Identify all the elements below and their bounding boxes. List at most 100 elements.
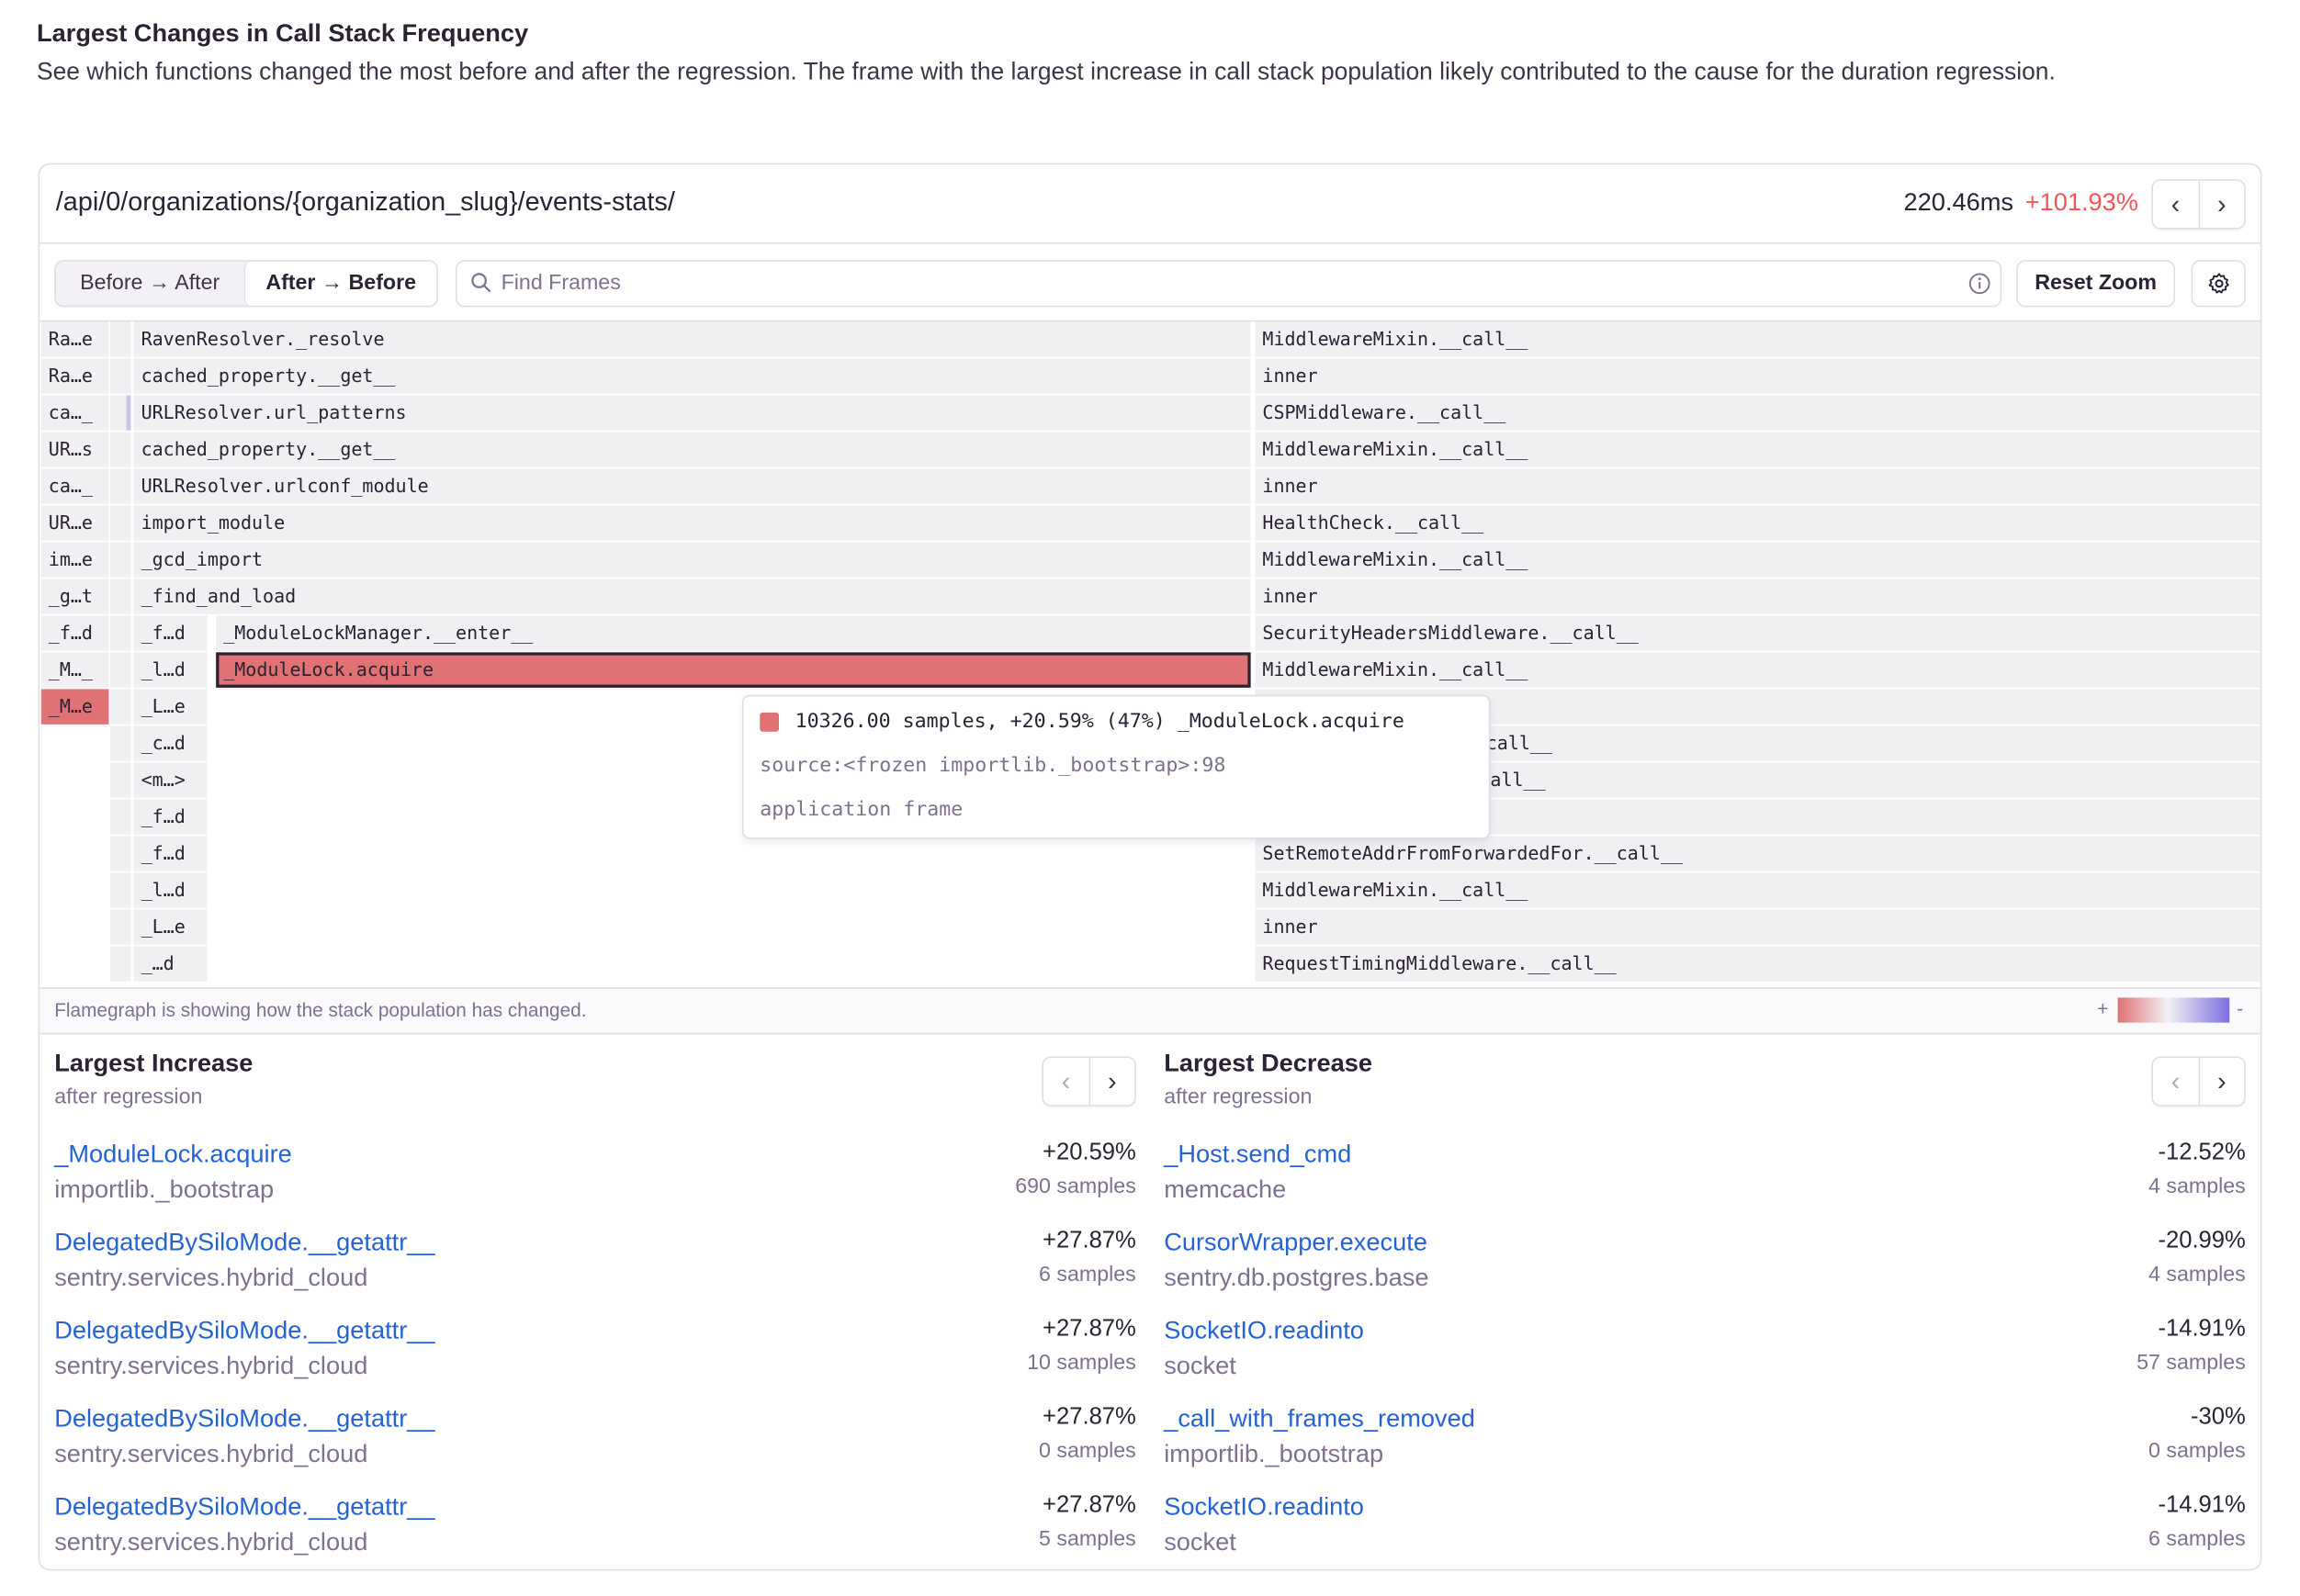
flamegraph[interactable]: Ra…e RavenResolver._resolve MiddlewareMixi… — [39, 321, 2261, 985]
flame-frame[interactable]: RequestTimingMiddleware.__call__ — [1255, 946, 2261, 982]
function-link[interactable]: SocketIO.readinto — [1164, 1492, 1364, 1521]
flame-frame[interactable]: SetRemoteAddrFromForwardedFor.__call__ — [1255, 836, 2261, 871]
function-link[interactable]: SocketIO.readinto — [1164, 1316, 1364, 1344]
flame-frame-selected[interactable]: _ModuleLock.acquire — [216, 652, 1251, 688]
settings-button[interactable] — [2191, 260, 2246, 308]
flame-frame[interactable]: RavenResolver._resolve — [133, 321, 1251, 357]
flame-frame[interactable]: _M…_ — [40, 652, 109, 688]
function-link[interactable]: DelegatedBySiloMode.__getattr__ — [54, 1404, 435, 1433]
flame-frame[interactable]: MiddlewareMixin.__call__ — [1255, 872, 2261, 908]
flame-frame[interactable]: MiddlewareMixin.__call__ — [1255, 321, 2261, 357]
panel-header: /api/0/organizations/{organization_slug}… — [39, 164, 2261, 244]
function-module: sentry.services.hybrid_cloud — [54, 1440, 368, 1468]
flame-frame[interactable]: UR…s — [40, 432, 109, 467]
flame-frame[interactable]: import_module — [133, 505, 1251, 541]
reset-zoom-button[interactable]: Reset Zoom — [2016, 260, 2175, 308]
flame-frame[interactable]: inner — [1255, 358, 2261, 394]
chevron-right-icon[interactable]: › — [2197, 1058, 2244, 1106]
info-icon[interactable] — [1967, 272, 1991, 296]
chevron-left-icon[interactable]: ‹ — [1061, 1065, 1071, 1096]
flame-frame[interactable] — [110, 321, 131, 357]
flame-frame[interactable]: _l…d — [133, 652, 208, 688]
flame-frame[interactable]: _…d — [133, 946, 208, 982]
flame-frame[interactable] — [110, 652, 131, 688]
flame-frame[interactable]: SecurityHeadersMiddleware.__call__ — [1255, 615, 2261, 651]
flame-frame[interactable]: MiddlewareMixin.__call__ — [1255, 542, 2261, 578]
flame-frame[interactable] — [110, 762, 131, 798]
function-link[interactable]: _Host.send_cmd — [1164, 1140, 1352, 1168]
flame-frame[interactable]: <m…> — [133, 762, 208, 798]
flame-frame[interactable]: _f…d — [40, 615, 109, 651]
flame-frame[interactable]: MiddlewareMixin.__call__ — [1255, 432, 2261, 467]
function-link[interactable]: CursorWrapper.execute — [1164, 1228, 1427, 1256]
flame-frame[interactable] — [110, 615, 131, 651]
percent-change: +27.87% — [1043, 1228, 1136, 1253]
flame-frame[interactable]: cached_property.__get__ — [133, 432, 1251, 467]
flame-frame[interactable]: _f…d — [133, 615, 208, 651]
flame-frame[interactable]: URLResolver.urlconf_module — [133, 468, 1251, 504]
function-module: importlib._bootstrap — [1164, 1440, 1384, 1468]
function-link[interactable]: DelegatedBySiloMode.__getattr__ — [54, 1228, 435, 1256]
flame-frame[interactable]: cached_property.__get__ — [133, 358, 1251, 394]
flame-frame[interactable] — [110, 505, 131, 541]
function-link[interactable]: DelegatedBySiloMode.__getattr__ — [54, 1316, 435, 1344]
flame-frame[interactable]: ca…_ — [40, 468, 109, 504]
function-module: sentry.services.hybrid_cloud — [54, 1352, 368, 1380]
after-before-option[interactable]: After → Before — [243, 261, 437, 306]
flame-frame[interactable]: URLResolver.url_patterns — [133, 395, 1251, 431]
flame-frame[interactable]: _g…t — [40, 579, 109, 614]
before-after-option[interactable]: Before → After — [80, 272, 220, 296]
flame-frame[interactable]: inner — [1255, 909, 2261, 945]
duration-change: +101.93% — [2024, 187, 2138, 217]
sample-count: 0 samples — [2148, 1440, 2246, 1464]
flame-frame[interactable]: Ra…e — [40, 321, 109, 357]
flame-row: im…e _gcd_import MiddlewareMixin.__call__ — [39, 542, 2261, 578]
flame-frame[interactable]: CSPMiddleware.__call__ — [1255, 395, 2261, 431]
flame-row: _g…t _find_and_load inner — [39, 579, 2261, 614]
flame-frame[interactable] — [110, 358, 131, 394]
flame-frame[interactable] — [110, 725, 131, 761]
flame-frame[interactable]: _L…e — [133, 909, 208, 945]
function-link[interactable]: _call_with_frames_removed — [1164, 1404, 1475, 1433]
flame-frame[interactable]: im…e — [40, 542, 109, 578]
flame-frame[interactable]: UR…e — [40, 505, 109, 541]
flame-frame[interactable]: _l…d — [133, 872, 208, 908]
function-link[interactable]: _ModuleLock.acquire — [54, 1140, 292, 1168]
flame-frame[interactable] — [110, 799, 131, 835]
flame-frame[interactable] — [110, 836, 131, 871]
flame-frame[interactable]: _c…d — [133, 725, 208, 761]
flame-frame[interactable]: _M…e — [40, 689, 109, 725]
largest-increase-title: Largest Increase — [54, 1049, 254, 1077]
flame-frame[interactable]: inner — [1255, 579, 2261, 614]
flame-frame[interactable] — [110, 395, 131, 431]
flame-frame[interactable]: inner — [1255, 468, 2261, 504]
flame-frame[interactable] — [110, 432, 131, 467]
chevron-right-icon[interactable]: › — [2197, 180, 2244, 228]
function-link[interactable]: DelegatedBySiloMode.__getattr__ — [54, 1492, 435, 1521]
flame-frame[interactable]: Ra…e — [40, 358, 109, 394]
find-frames-input[interactable]: Find Frames — [456, 260, 2002, 308]
flame-frame[interactable] — [110, 909, 131, 945]
flame-row: ca…_ URLResolver.urlconf_module inner — [39, 468, 2261, 504]
flame-frame[interactable] — [110, 689, 131, 725]
flame-frame[interactable]: HealthCheck.__call__ — [1255, 505, 2261, 541]
flame-frame[interactable]: _find_and_load — [133, 579, 1251, 614]
flame-frame[interactable]: ca…_ — [40, 395, 109, 431]
flame-frame[interactable]: _f…d — [133, 799, 208, 835]
chevron-left-icon[interactable]: ‹ — [2170, 1065, 2181, 1096]
flame-frame[interactable] — [110, 468, 131, 504]
transaction-pager: ‹ › — [2151, 179, 2246, 230]
flame-frame[interactable]: _ModuleLockManager.__enter__ — [216, 615, 1251, 651]
flame-frame[interactable] — [110, 542, 131, 578]
tooltip-summary: 10326.00 samples, +20.59% (47%) _ModuleL… — [795, 709, 1404, 734]
flame-frame[interactable] — [110, 946, 131, 982]
sample-count: 57 samples — [2137, 1352, 2246, 1376]
chevron-right-icon[interactable]: › — [1088, 1058, 1134, 1106]
flame-frame[interactable]: _f…d — [133, 836, 208, 871]
flame-frame[interactable]: MiddlewareMixin.__call__ — [1255, 652, 2261, 688]
chevron-left-icon[interactable]: ‹ — [2170, 188, 2181, 219]
flame-frame[interactable] — [110, 579, 131, 614]
flame-frame[interactable]: _L…e — [133, 689, 208, 725]
flame-frame[interactable] — [110, 872, 131, 908]
flame-frame[interactable]: _gcd_import — [133, 542, 1251, 578]
